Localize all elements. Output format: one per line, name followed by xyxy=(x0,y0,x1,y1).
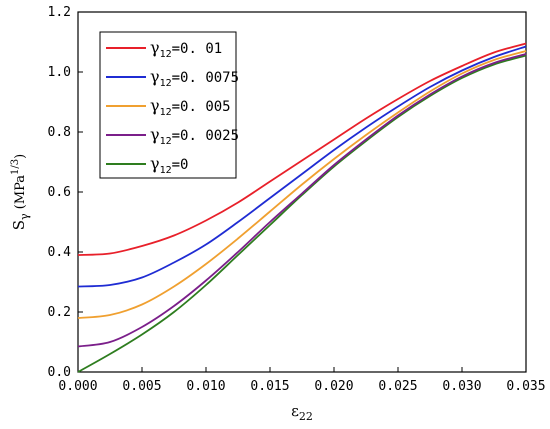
x-tick-label: 0.030 xyxy=(442,379,481,394)
series-line xyxy=(77,54,527,373)
y-axis-label-unit-sup: 1/3 xyxy=(10,159,21,175)
axis-ticks: 0.000 0.005 0.010 0.015 0.020 0.025 0.030 0.035… xyxy=(48,5,546,394)
y-tick-label: 0.4 xyxy=(48,245,72,260)
legend-entry-value: =0. 0025 xyxy=(172,128,239,144)
legend-entry-symbol: γ xyxy=(150,38,160,57)
y-axis-label: Sγ (MPa1/3) xyxy=(10,154,31,230)
legend-entry-sub: 12 xyxy=(160,136,172,147)
series-lines xyxy=(77,42,527,373)
legend-entry-value: =0. 005 xyxy=(172,99,231,115)
legend-entry: γ12=0. 005 xyxy=(150,96,231,118)
legend-entry-symbol: γ xyxy=(150,154,160,173)
x-tick-label: 0.015 xyxy=(250,379,289,394)
y-tick-label: 0.8 xyxy=(48,125,71,140)
x-tick-label: 0.035 xyxy=(506,379,545,394)
legend-entry-value: =0 xyxy=(172,157,189,173)
legend-entry: γ12=0. 0075 xyxy=(150,67,239,89)
y-axis-label-sub: γ xyxy=(18,213,31,220)
series-line xyxy=(77,45,527,288)
y-tick-label: 1.2 xyxy=(48,5,71,20)
x-tick-label: 0.010 xyxy=(186,379,225,394)
legend-entry-symbol: γ xyxy=(150,96,160,115)
x-tick-label: 0.020 xyxy=(314,379,353,394)
legend-entry-value: =0. 0075 xyxy=(172,70,239,86)
legend-entry-sub: 12 xyxy=(160,107,172,118)
legend-entry-sub: 12 xyxy=(160,78,172,89)
series-line xyxy=(77,42,527,256)
y-axis-label-main: S xyxy=(10,220,28,230)
legend-entry-value: =0. 01 xyxy=(172,41,223,57)
legend-entry-sub: 12 xyxy=(160,165,172,176)
y-tick-label: 0.0 xyxy=(48,365,71,380)
x-tick-label: 0.000 xyxy=(58,379,97,394)
x-axis-label-sub: 22 xyxy=(299,410,313,423)
legend-entry: γ12=0. 01 xyxy=(150,38,222,60)
legend-entry: γ12=0 xyxy=(150,154,188,176)
x-tick-label: 0.025 xyxy=(378,379,417,394)
x-axis-label: ε22 xyxy=(291,402,313,423)
x-tick-label: 0.005 xyxy=(122,379,161,394)
y-tick-label: 1.0 xyxy=(48,65,71,80)
y-tick-label: 0.2 xyxy=(48,305,71,320)
legend-entry-sub: 12 xyxy=(160,49,172,60)
y-tick-label: 0.6 xyxy=(48,185,71,200)
legend-entry-symbol: γ xyxy=(150,67,160,86)
y-axis-label-unit: (MPa xyxy=(13,175,28,214)
legend-entry: γ12=0. 0025 xyxy=(150,125,239,147)
series-line xyxy=(77,53,527,348)
series-line xyxy=(77,50,527,319)
x-axis-label-main: ε xyxy=(291,402,299,420)
legend-entry-symbol: γ xyxy=(150,125,160,144)
y-axis-label-unit-close: ) xyxy=(13,154,28,159)
